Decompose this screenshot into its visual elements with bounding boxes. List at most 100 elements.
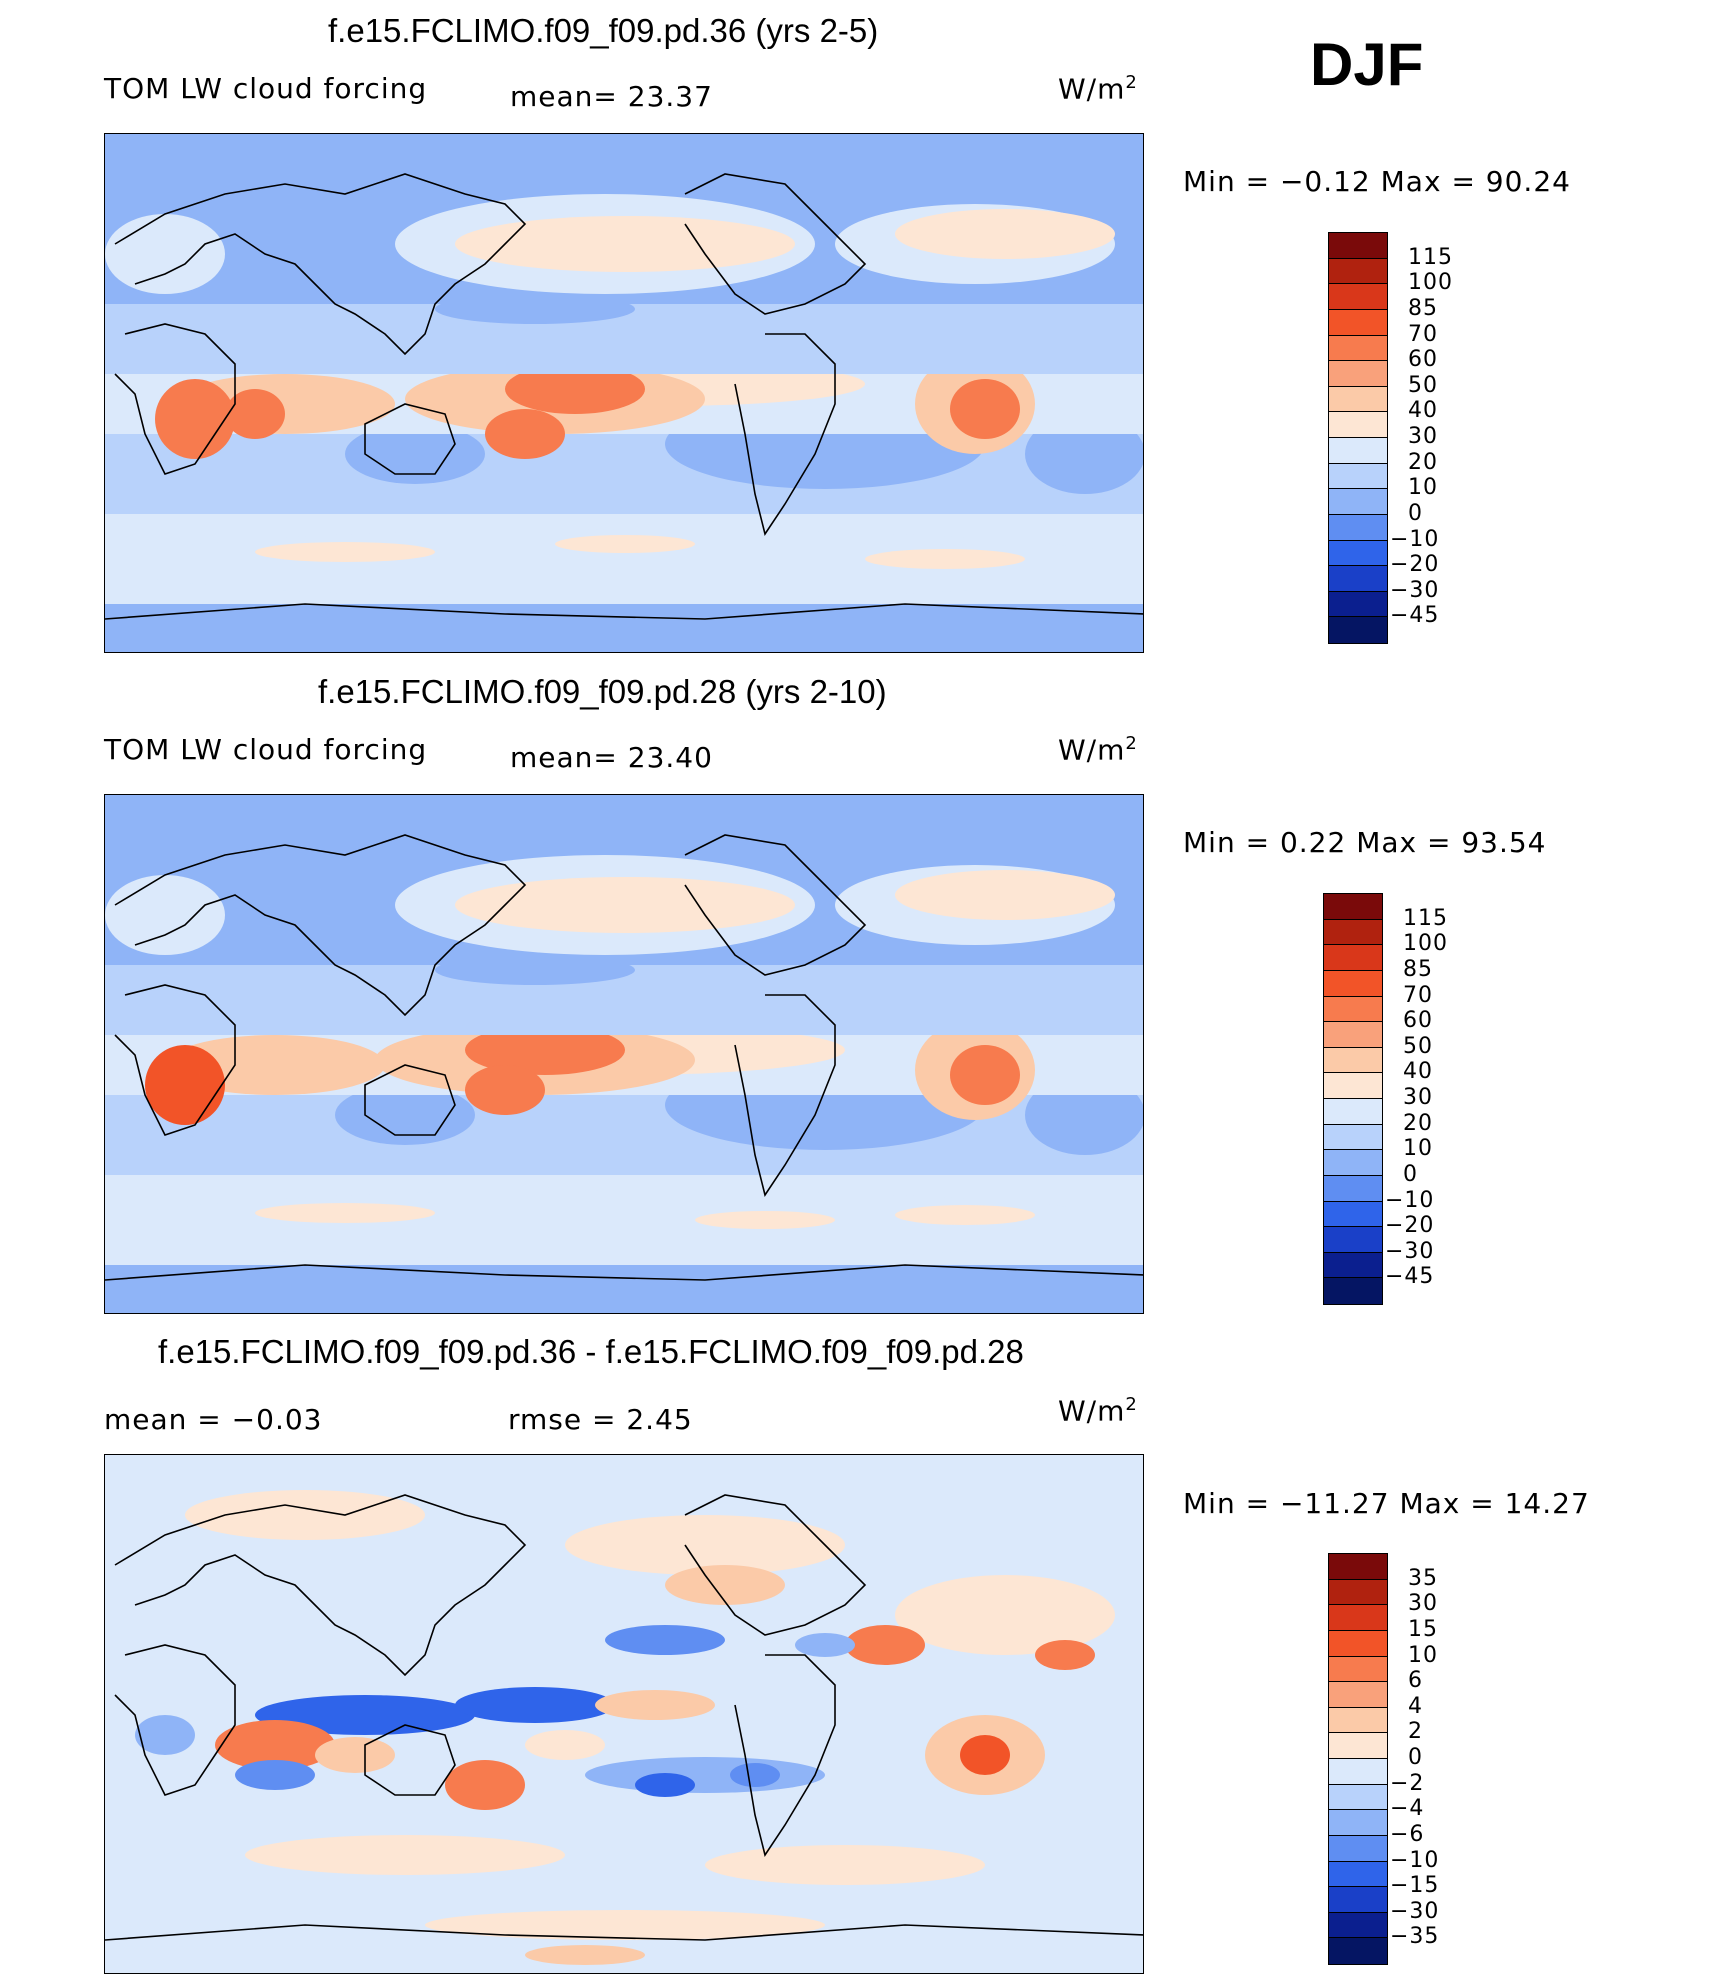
colorbar-tick-label: −10	[1385, 1187, 1435, 1213]
colorbar-swatch	[1329, 1733, 1387, 1759]
colorbar-swatch	[1329, 463, 1387, 490]
panel3-minmax: Min = −11.27 Max = 14.27	[1183, 1487, 1590, 1520]
colorbar-tick-label: −4	[1390, 1796, 1425, 1822]
colorbar-swatch	[1329, 1835, 1387, 1862]
colorbar-swatch	[1329, 1682, 1387, 1708]
colorbar-swatch	[1324, 1047, 1382, 1074]
panel3-map	[104, 1454, 1144, 1974]
colorbar-tick-label: −6	[1390, 1821, 1425, 1847]
colorbar-tick-label: −20	[1385, 1213, 1435, 1239]
colorbar-tick-label: 85	[1408, 295, 1438, 321]
colorbar-swatch	[1324, 1252, 1382, 1279]
colorbar-tick-label: 100	[1408, 270, 1453, 296]
panel3-mean-label: mean = −0.03	[104, 1403, 323, 1436]
colorbar-swatch	[1324, 970, 1382, 997]
colorbar-tick-label: −45	[1385, 1264, 1435, 1290]
colorbar-tick-label: 40	[1403, 1059, 1433, 1085]
panel2-variable-label: TOM LW cloud forcing	[104, 733, 428, 766]
colorbar-tick-label: 2	[1408, 1719, 1423, 1745]
colorbar-tick-label: −10	[1390, 1847, 1440, 1873]
colorbar-tick-label: −10	[1390, 526, 1440, 552]
colorbar-tick-label: 20	[1408, 449, 1438, 475]
colorbar-swatch	[1329, 284, 1387, 310]
colorbar-tick-label: 4	[1408, 1693, 1423, 1719]
colorbar-swatch	[1329, 361, 1387, 387]
colorbar-swatch	[1329, 233, 1387, 259]
colorbar-tick-label: 85	[1403, 956, 1433, 982]
colorbar-swatch	[1329, 1656, 1387, 1683]
colorbar-tick-label: −15	[1390, 1873, 1440, 1899]
colorbar-swatch	[1329, 1605, 1387, 1631]
colorbar-swatch	[1329, 514, 1387, 541]
colorbar-tick-label: 30	[1408, 1591, 1438, 1617]
panel2-title: f.e15.FCLIMO.f09_f09.pd.28 (yrs 2-10)	[318, 673, 887, 710]
colorbar-tick-label: 20	[1403, 1110, 1433, 1136]
colorbar-swatch	[1324, 919, 1382, 946]
colorbar-tick-label: 70	[1408, 321, 1438, 347]
colorbar-swatch	[1329, 412, 1387, 438]
panel2-units: W/m2	[1058, 733, 1138, 767]
colorbar-tick-label: 10	[1408, 475, 1438, 501]
colorbar-tick-label: 35	[1408, 1565, 1438, 1591]
colorbar-tick-label: 0	[1408, 500, 1423, 526]
colorbar-swatch	[1329, 335, 1387, 362]
colorbar-swatch	[1329, 438, 1387, 464]
colorbar-swatch	[1329, 386, 1387, 413]
panel1-field	[105, 134, 1143, 652]
panel3-title: f.e15.FCLIMO.f09_f09.pd.36 - f.e15.FCLIM…	[158, 1333, 1024, 1370]
colorbar-tick-label: 0	[1403, 1161, 1418, 1187]
colorbar-tick-label: 30	[1403, 1085, 1433, 1110]
colorbar-swatch	[1329, 591, 1387, 618]
colorbar-swatch	[1329, 1887, 1387, 1913]
colorbar-swatch	[1329, 309, 1387, 336]
colorbar-swatch	[1329, 1861, 1387, 1888]
colorbar-swatch	[1329, 1810, 1387, 1836]
colorbar-tick-label: −35	[1390, 1924, 1440, 1950]
panel2-mean-label: mean= 23.40	[510, 741, 713, 774]
colorbar-swatch	[1329, 1759, 1387, 1785]
colorbar-swatch	[1324, 996, 1382, 1023]
colorbar-swatch	[1324, 1227, 1382, 1253]
panel1-map	[104, 133, 1144, 653]
colorbar-tick-label: 60	[1408, 347, 1438, 373]
colorbar-swatch	[1324, 1022, 1382, 1048]
colorbar-swatch	[1329, 1938, 1387, 1964]
colorbar-tick-label: 60	[1403, 1008, 1433, 1034]
colorbar-swatch	[1329, 1630, 1387, 1657]
colorbar-tick-label: 10	[1408, 1642, 1438, 1668]
colorbar-tick-label: 100	[1403, 931, 1448, 957]
colorbar-swatch	[1324, 1099, 1382, 1125]
colorbar-swatch	[1324, 1073, 1382, 1099]
colorbar-swatch	[1324, 945, 1382, 971]
colorbar-swatch	[1324, 1201, 1382, 1228]
colorbar-tick-label: 70	[1403, 982, 1433, 1008]
season-label: DJF	[1310, 31, 1424, 98]
panel1-minmax: Min = −0.12 Max = 90.24	[1183, 165, 1571, 198]
colorbar-swatch	[1329, 1784, 1387, 1811]
colorbar-swatch	[1329, 489, 1387, 515]
panel3-colorbar	[1328, 1553, 1388, 1965]
panel1-mean-label: mean= 23.37	[510, 80, 713, 113]
panel2-minmax: Min = 0.22 Max = 93.54	[1183, 826, 1547, 859]
colorbar-swatch	[1329, 1579, 1387, 1606]
colorbar-swatch	[1324, 1175, 1382, 1202]
colorbar-tick-label: 40	[1408, 398, 1438, 424]
panel2-field	[105, 795, 1143, 1313]
colorbar-swatch	[1329, 258, 1387, 285]
colorbar-tick-label: 15	[1408, 1616, 1438, 1642]
colorbar-tick-label: 115	[1403, 905, 1448, 931]
colorbar-tick-label: −2	[1390, 1770, 1425, 1796]
colorbar-tick-label: 30	[1408, 424, 1438, 449]
colorbar-swatch	[1329, 617, 1387, 643]
panel3-field	[105, 1455, 1143, 1973]
panel3-units: W/m2	[1058, 1394, 1138, 1428]
panel3-rmse-label: rmse = 2.45	[508, 1403, 693, 1436]
colorbar-swatch	[1324, 1150, 1382, 1176]
colorbar-tick-label: −30	[1385, 1238, 1435, 1264]
colorbar-swatch	[1329, 1912, 1387, 1939]
colorbar-tick-label: 50	[1408, 372, 1438, 398]
colorbar-tick-label: 0	[1408, 1745, 1423, 1770]
colorbar-tick-label: 10	[1403, 1136, 1433, 1162]
colorbar-tick-label: 6	[1408, 1668, 1423, 1694]
colorbar-tick-label: −30	[1390, 577, 1440, 603]
